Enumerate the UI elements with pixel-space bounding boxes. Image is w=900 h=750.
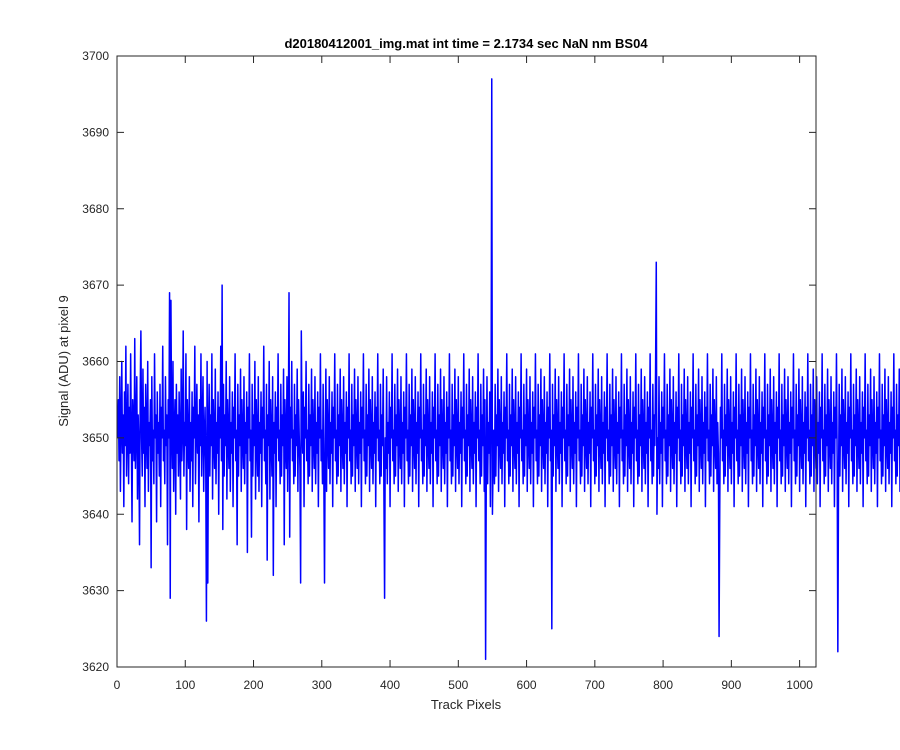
x-tick-label: 700	[585, 678, 605, 692]
y-tick-label: 3700	[82, 49, 109, 63]
x-axis-label: Track Pixels	[431, 697, 502, 712]
y-tick-label: 3660	[82, 355, 109, 369]
y-tick-label: 3690	[82, 125, 109, 139]
plot-area	[117, 56, 816, 667]
y-tick-label: 3670	[82, 278, 109, 292]
x-tick-label: 100	[175, 678, 195, 692]
x-tick-label: 0	[114, 678, 121, 692]
chart-title: d20180412001_img.mat int time = 2.1734 s…	[284, 36, 648, 51]
x-tick-label: 200	[244, 678, 264, 692]
series-line-1	[116, 78, 900, 661]
y-tick-label: 3640	[82, 507, 109, 521]
x-tick-label: 800	[653, 678, 673, 692]
y-tick-label: 3620	[82, 660, 109, 674]
x-tick-label: 1000	[786, 678, 813, 692]
x-tick-label: 500	[448, 678, 468, 692]
y-tick-label: 3630	[82, 584, 109, 598]
y-tick-label: 3650	[82, 431, 109, 445]
y-axis-label: Signal (ADU) at pixel 9	[56, 295, 71, 427]
x-tick-label: 400	[380, 678, 400, 692]
y-axis: 3620 3630 3640 3650 3660 3670 3680 3690 3700	[82, 49, 816, 674]
x-tick-label: 300	[312, 678, 332, 692]
x-tick-label: 900	[721, 678, 741, 692]
x-axis: 0 100 200 300 400 500 600 700 800 900 1000	[114, 56, 813, 692]
x-tick-label: 600	[517, 678, 537, 692]
y-tick-label: 3680	[82, 202, 109, 216]
series-layer	[116, 78, 900, 661]
